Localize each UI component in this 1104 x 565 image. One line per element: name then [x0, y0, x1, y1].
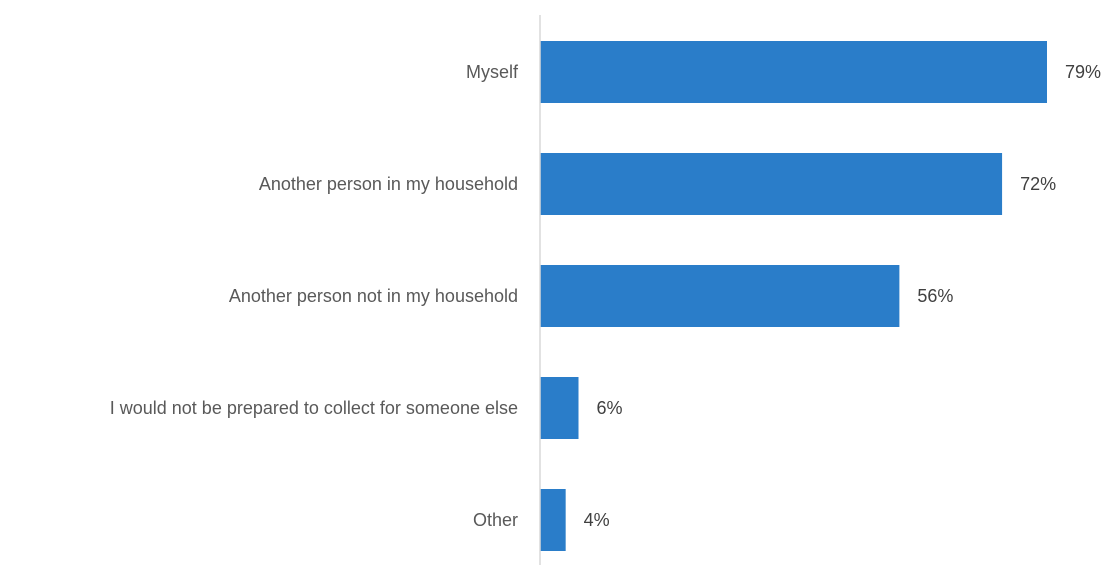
- value-label-0: 79%: [1065, 62, 1101, 82]
- category-labels-group: Myself Another person in my household Anot…: [110, 62, 519, 530]
- value-labels-group: 79% 72% 56% 6% 4%: [584, 62, 1101, 530]
- bars-group: [540, 41, 1047, 551]
- bar-3: [540, 377, 579, 439]
- value-label-4: 4%: [584, 510, 610, 530]
- category-label-1: Another person in my household: [259, 174, 518, 194]
- category-label-3: I would not be prepared to collect for s…: [110, 398, 518, 418]
- category-label-4: Other: [473, 510, 518, 530]
- bar-1: [540, 153, 1003, 215]
- bar-4: [540, 489, 566, 551]
- value-label-1: 72%: [1020, 174, 1056, 194]
- category-label-0: Myself: [466, 62, 519, 82]
- category-label-2: Another person not in my household: [229, 286, 518, 306]
- bar-0: [540, 41, 1047, 103]
- value-label-3: 6%: [597, 398, 623, 418]
- bar-2: [540, 265, 900, 327]
- value-label-2: 56%: [917, 286, 953, 306]
